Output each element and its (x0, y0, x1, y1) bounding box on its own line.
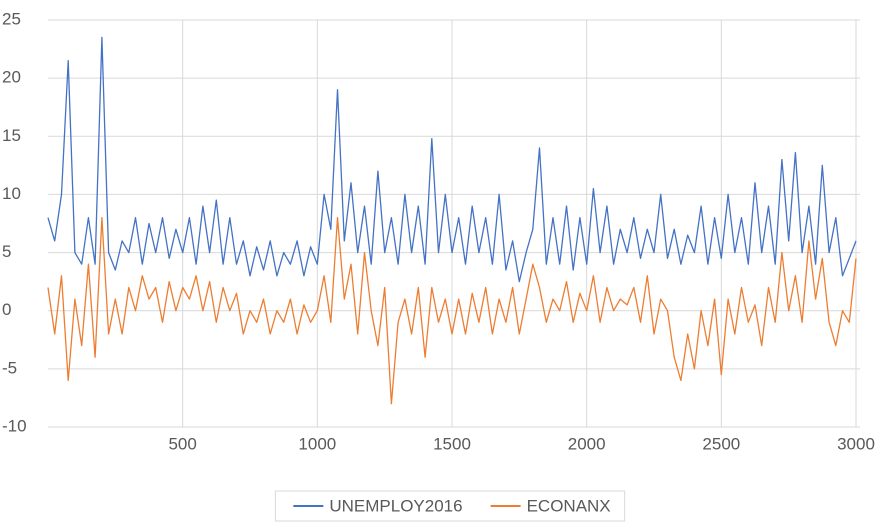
data-line (47, 217, 857, 405)
legend-label: UNEMPLOY2016 (329, 496, 462, 515)
y-tick-label: 10 (2, 184, 21, 203)
y-tick-label: 5 (2, 242, 11, 261)
y-tick-label: 20 (2, 68, 21, 87)
x-tick-label: 2000 (568, 434, 606, 453)
y-tick-label: -5 (2, 358, 17, 377)
data-line (47, 36, 857, 283)
x-tick-label: 2500 (702, 434, 740, 453)
y-tick-label: -10 (2, 416, 27, 435)
x-tick-label: 500 (168, 434, 196, 453)
y-tick-label: 15 (2, 126, 21, 145)
legend: UNEMPLOY2016 ECONANX (274, 490, 626, 522)
x-tick-label: 3000 (837, 434, 875, 453)
legend-label: ECONANX (527, 496, 611, 515)
x-tick-label: 1000 (298, 434, 336, 453)
y-tick-label: 25 (2, 9, 21, 28)
x-tick-label: 1500 (433, 434, 471, 453)
legend-box (274, 490, 626, 522)
y-tick-label: 0 (2, 300, 11, 319)
